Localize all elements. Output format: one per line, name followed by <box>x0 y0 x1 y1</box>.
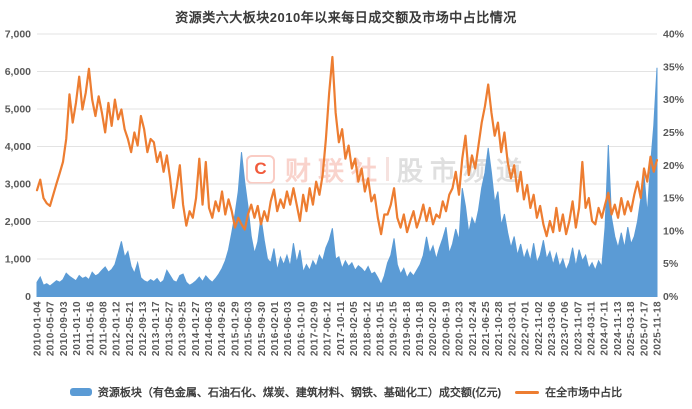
x-axis-tick: 2013-01-17 <box>151 301 162 356</box>
left-axis-tick: 4,000 <box>5 141 31 153</box>
left-axis-tick: 1,000 <box>5 254 31 266</box>
x-axis-tick: 2015-09-30 <box>257 301 268 356</box>
x-axis-tick: 2022-03-01 <box>507 301 518 356</box>
x-axis-tick: 2016-10-10 <box>296 301 307 356</box>
x-axis-tick: 2012-09-13 <box>138 301 149 356</box>
x-axis-tick: 2022-11-02 <box>534 301 545 356</box>
left-axis-tick: 5,000 <box>5 104 31 116</box>
x-axis-tick: 2024-07-11 <box>600 301 611 356</box>
x-axis-tick: 2011-01-10 <box>72 301 83 356</box>
x-axis-tick: 2024-11-13 <box>613 301 624 356</box>
x-axis-tick: 2016-06-03 <box>283 301 294 356</box>
legend-swatch-share <box>515 390 540 394</box>
left-axis-tick: 0 <box>25 291 31 303</box>
x-axis-tick: 2021-10-28 <box>494 301 505 356</box>
x-axis-tick: 2011-09-08 <box>98 301 109 356</box>
chart-title: 资源类六大板块2010年以来每日成交额及市场中占比情况 <box>175 10 517 25</box>
x-axis-tick: 2023-03-06 <box>547 301 558 356</box>
x-axis-tick: 2019-02-15 <box>389 301 400 356</box>
x-axis-tick: 2011-05-16 <box>85 301 96 356</box>
x-axis-tick: 2019-06-18 <box>402 301 413 356</box>
x-axis-tick: 2010-05-07 <box>46 301 57 356</box>
right-axis-tick: 40% <box>663 29 685 41</box>
legend: 资源板块（有色金属、石油石化、煤炭、建筑材料、钢铁、基础化工）成交额(亿元) 在… <box>0 384 692 400</box>
x-axis-tick: 2024-03-11 <box>587 301 598 356</box>
volume-area-series <box>36 67 658 297</box>
x-axis-tick: 2023-11-07 <box>573 301 584 356</box>
x-axis-tick: 2012-05-21 <box>125 301 136 356</box>
x-axis-tick: 2013-05-27 <box>164 301 175 356</box>
legend-swatch-volume <box>69 388 92 396</box>
x-axis-tick: 2010-09-03 <box>59 301 70 356</box>
x-axis-tick: 2020-06-19 <box>441 301 452 356</box>
x-axis-tick: 2010-01-04 <box>33 301 44 356</box>
x-axis-tick: 2013-09-25 <box>178 301 189 356</box>
x-axis-tick: 2025-07-17 <box>639 301 650 356</box>
x-axis-tick: 2015-06-03 <box>244 301 255 356</box>
x-axis-tick: 2021-06-25 <box>481 301 492 356</box>
right-axis-tick: 15% <box>663 193 685 205</box>
x-axis-tick: 2025-03-18 <box>626 301 637 356</box>
x-axis-tick: 2014-01-27 <box>191 301 202 356</box>
x-axis-tick: 2017-10-11 <box>336 301 347 356</box>
x-axis-tick: 2020-02-20 <box>428 301 439 356</box>
x-axis-tick: 2018-10-15 <box>375 301 386 356</box>
right-axis-tick: 30% <box>663 94 685 106</box>
x-axis-tick: 2021-02-24 <box>468 301 479 356</box>
x-axis-tick: 2020-10-23 <box>455 301 466 356</box>
right-axis-tick: 35% <box>663 61 685 73</box>
left-axis-tick: 7,000 <box>5 29 31 41</box>
x-axis-tick: 2018-02-05 <box>349 301 360 356</box>
right-axis-tick: 0% <box>663 291 679 303</box>
x-axis-tick: 2015-01-29 <box>230 301 241 356</box>
right-axis-tick: 5% <box>663 258 679 270</box>
share-line-series <box>35 55 659 238</box>
x-axis-tick: 2012-01-12 <box>112 301 123 356</box>
left-axis-tick: 2,000 <box>5 216 31 228</box>
x-axis-tick: 2016-02-01 <box>270 301 281 356</box>
left-axis-tick: 3,000 <box>5 179 31 191</box>
x-axis-tick: 2014-09-26 <box>217 301 228 356</box>
x-axis-tick: 2023-07-06 <box>560 301 571 356</box>
right-axis-tick: 25% <box>663 127 685 139</box>
legend-label-share: 在全市场中占比 <box>545 387 623 399</box>
x-axis-tick: 2018-06-12 <box>362 301 373 356</box>
x-axis-tick: 2022-07-01 <box>521 301 532 356</box>
x-axis-tick: 2019-10-18 <box>415 301 426 356</box>
right-axis-tick: 20% <box>663 160 685 172</box>
right-axis-tick: 10% <box>663 225 685 237</box>
legend-label-volume: 资源板块（有色金属、石油石化、煤炭、建筑材料、钢铁、基础化工）成交额(亿元) <box>97 387 502 399</box>
x-axis-tick: 2017-02-09 <box>310 301 321 356</box>
left-axis-tick: 6,000 <box>5 66 31 78</box>
x-axis-tick: 2025-11-18 <box>653 301 664 356</box>
x-axis-tick: 2017-06-12 <box>323 301 334 356</box>
x-axis-tick: 2014-06-03 <box>204 301 215 356</box>
